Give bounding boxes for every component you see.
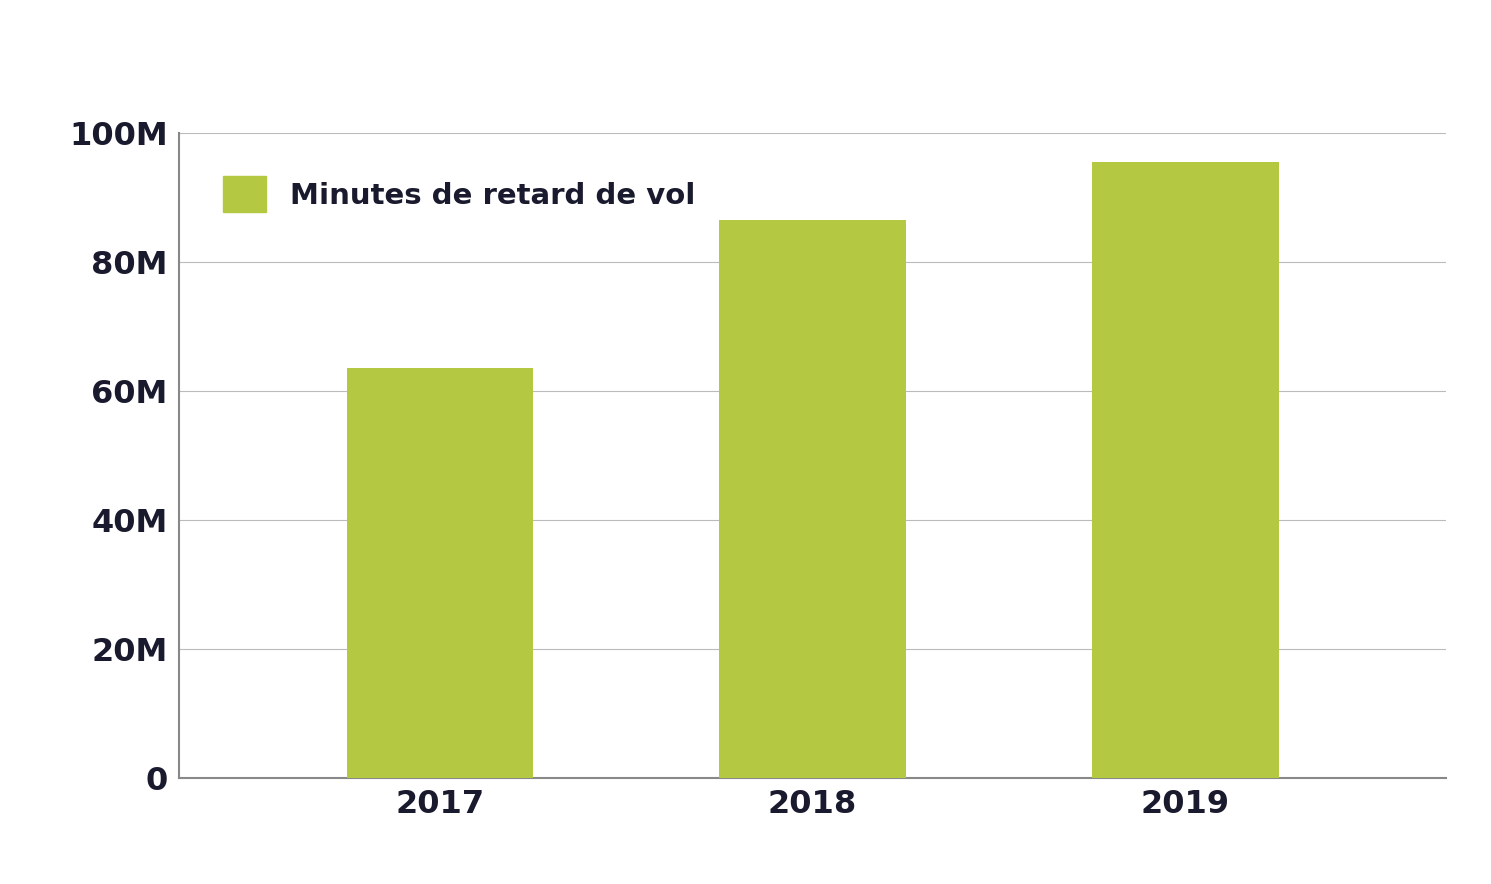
Bar xyxy=(1091,162,1278,778)
Legend: Minutes de retard de vol: Minutes de retard de vol xyxy=(194,147,725,241)
Bar xyxy=(719,220,905,778)
Bar xyxy=(346,368,532,778)
